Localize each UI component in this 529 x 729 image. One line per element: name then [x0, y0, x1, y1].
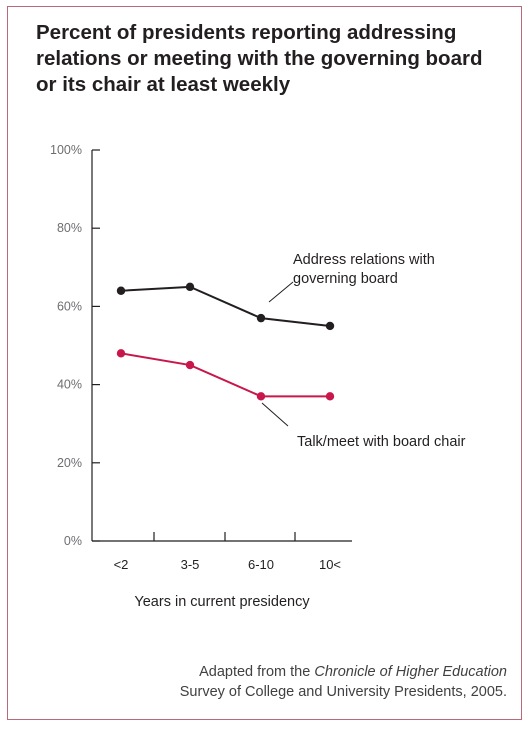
data-point [325, 321, 335, 331]
x-axis-title: Years in current presidency [134, 594, 310, 610]
data-point [185, 282, 195, 292]
leader-line [268, 281, 294, 303]
series-label: governing board [293, 271, 398, 287]
series-layer [116, 282, 335, 401]
y-tick-label: 0% [64, 534, 82, 548]
data-point [116, 286, 126, 295]
data-point [256, 313, 266, 323]
data-point [256, 392, 266, 401]
source-note: Adapted from the Chronicle of Higher Edu… [180, 662, 507, 702]
data-point [185, 360, 195, 370]
series-label: Address relations with [293, 252, 435, 268]
chart-axes [91, 150, 352, 542]
y-tick-label: 80% [57, 221, 82, 235]
series-line-2 [120, 352, 330, 398]
data-point [116, 349, 126, 358]
x-ticks: <2 3-5 6-10 10< [114, 532, 341, 572]
x-tick-label: 6-10 [248, 557, 274, 572]
y-tick-label: 20% [57, 456, 82, 470]
series-labels: Address relations with governing board Tal… [261, 252, 466, 450]
y-tick-label: 100% [50, 143, 82, 157]
x-tick-label: <2 [114, 557, 129, 572]
y-tick-label: 40% [57, 378, 82, 392]
x-tick-label: 3-5 [181, 557, 200, 572]
y-ticks: 0% 20% 40% 60% 80% 100% [50, 143, 100, 548]
x-tick-label: 10< [319, 557, 341, 572]
source-prefix: Adapted from the [199, 664, 311, 680]
y-tick-label: 60% [57, 299, 82, 313]
source-line-2: Survey of College and University Preside… [179, 684, 507, 700]
leader-line [261, 402, 289, 427]
source-publication: Chronicle of Higher Education [314, 664, 507, 680]
chart-title: Percent of presidents reporting addressi… [36, 21, 483, 96]
data-point [325, 392, 335, 401]
source-line-1: Adapted from the Chronicle of Higher Edu… [180, 662, 507, 682]
figure-frame [7, 6, 522, 720]
series-line-1 [120, 285, 331, 327]
series-label: Talk/meet with board chair [297, 434, 466, 450]
